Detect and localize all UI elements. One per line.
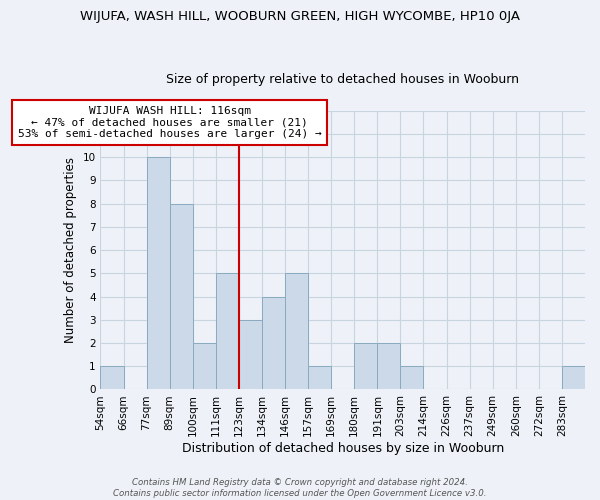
Bar bbox=[193, 343, 216, 390]
Text: WIJUFA, WASH HILL, WOOBURN GREEN, HIGH WYCOMBE, HP10 0JA: WIJUFA, WASH HILL, WOOBURN GREEN, HIGH W… bbox=[80, 10, 520, 23]
Bar bbox=[308, 366, 331, 390]
Bar bbox=[354, 343, 377, 390]
Bar bbox=[262, 296, 285, 390]
Bar bbox=[216, 274, 239, 390]
Bar bbox=[562, 366, 585, 390]
X-axis label: Distribution of detached houses by size in Wooburn: Distribution of detached houses by size … bbox=[182, 442, 504, 455]
Title: Size of property relative to detached houses in Wooburn: Size of property relative to detached ho… bbox=[166, 73, 519, 86]
Bar bbox=[400, 366, 424, 390]
Y-axis label: Number of detached properties: Number of detached properties bbox=[64, 157, 77, 343]
Bar bbox=[170, 204, 193, 390]
Bar bbox=[239, 320, 262, 390]
Bar bbox=[285, 274, 308, 390]
Text: Contains HM Land Registry data © Crown copyright and database right 2024.
Contai: Contains HM Land Registry data © Crown c… bbox=[113, 478, 487, 498]
Bar bbox=[377, 343, 400, 390]
Bar bbox=[146, 157, 170, 390]
Text: WIJUFA WASH HILL: 116sqm
← 47% of detached houses are smaller (21)
53% of semi-d: WIJUFA WASH HILL: 116sqm ← 47% of detach… bbox=[18, 106, 322, 139]
Bar bbox=[100, 366, 124, 390]
